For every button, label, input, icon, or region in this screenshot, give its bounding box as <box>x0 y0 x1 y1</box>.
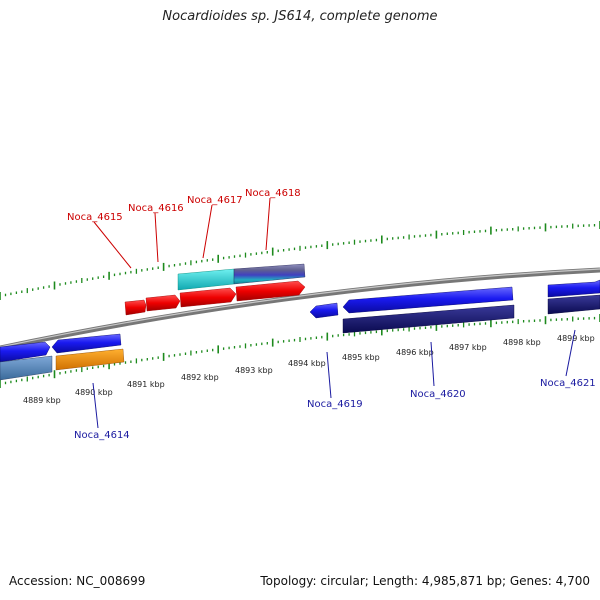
gene-arrow[interactable] <box>342 286 514 314</box>
gene-label-noca-4619[interactable]: Noca_4619 <box>307 399 363 410</box>
kbp-label: 4889 kbp <box>23 396 61 405</box>
kbp-label: 4891 kbp <box>127 380 165 389</box>
genome-backbone <box>0 267 600 351</box>
gene-arrow[interactable] <box>547 279 600 298</box>
kbp-label: 4893 kbp <box>235 366 273 375</box>
gene-label-noca-4615[interactable]: Noca_4615 <box>67 212 123 223</box>
kbp-label: 4899 kbp <box>557 334 595 343</box>
accession-text: Accession: NC_008699 <box>9 574 146 588</box>
gene-arrow[interactable] <box>124 299 147 316</box>
reverse-genes <box>0 286 600 381</box>
gene-arrow[interactable] <box>547 294 600 315</box>
gene-arrow[interactable] <box>145 294 181 312</box>
gene-arrow[interactable] <box>0 341 51 363</box>
tick-row-lower <box>0 314 600 388</box>
kbp-label: 4894 kbp <box>288 359 326 368</box>
gene-arrow[interactable] <box>177 268 235 291</box>
gene-arrow[interactable] <box>0 355 53 381</box>
forward-genes <box>124 263 600 316</box>
gene-label-noca-4618[interactable]: Noca_4618 <box>245 188 301 199</box>
gene-label-noca-4614[interactable]: Noca_4614 <box>74 430 130 441</box>
gene-arrow[interactable] <box>233 263 306 285</box>
kbp-label: 4895 kbp <box>342 353 380 362</box>
gene-arrow[interactable] <box>342 304 515 334</box>
tick-row-upper <box>0 221 600 300</box>
gene-arrow[interactable] <box>51 333 122 354</box>
leader-lines <box>92 197 576 429</box>
gene-arrow[interactable] <box>309 302 339 319</box>
gene-arrow[interactable] <box>179 287 237 308</box>
gene-label-noca-4616[interactable]: Noca_4616 <box>128 203 184 214</box>
kbp-label: 4896 kbp <box>396 348 434 357</box>
gene-arrow[interactable] <box>55 348 125 371</box>
kbp-label: 4892 kbp <box>181 373 219 382</box>
gene-label-noca-4620[interactable]: Noca_4620 <box>410 389 466 400</box>
gene-label-noca-4621[interactable]: Noca_4621 <box>540 378 596 389</box>
kbp-label: 4897 kbp <box>449 343 487 352</box>
gene-arrow[interactable] <box>235 280 306 302</box>
gene-labels: Noca_4615 Noca_4616 Noca_4617 Noca_4618 … <box>67 188 596 441</box>
gene-label-noca-4617[interactable]: Noca_4617 <box>187 195 243 206</box>
topology-text: Topology: circular; Length: 4,985,871 bp… <box>260 574 590 588</box>
map-title: Nocardioides sp. JS614, complete genome <box>162 9 438 24</box>
kbp-label: 4898 kbp <box>503 338 541 347</box>
